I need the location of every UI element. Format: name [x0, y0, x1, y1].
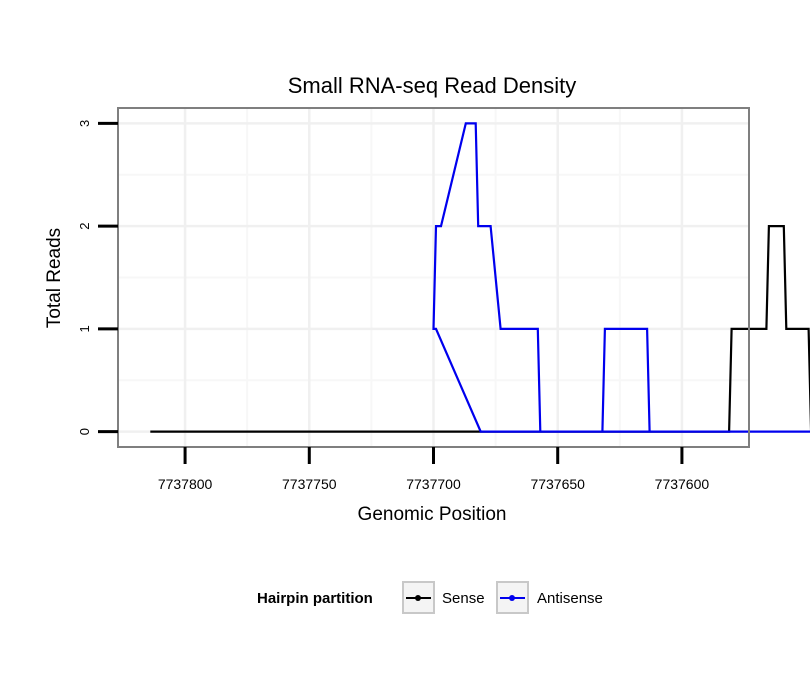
- chart-title: Small RNA-seq Read Density: [288, 73, 577, 98]
- y-tick-label: 0: [77, 428, 92, 435]
- x-tick-label: 7737650: [530, 476, 585, 492]
- y-tick-label: 1: [77, 325, 92, 332]
- legend-marker-sense: [415, 595, 421, 601]
- legend-label-sense: Sense: [442, 590, 485, 607]
- legend-label-antisense: Antisense: [537, 590, 603, 607]
- x-tick-label: 7737800: [158, 476, 213, 492]
- legend-marker-antisense: [509, 595, 515, 601]
- x-tick-label: 7737700: [406, 476, 461, 492]
- y-tick-label: 3: [77, 120, 92, 127]
- y-tick-label: 2: [77, 223, 92, 230]
- x-tick-label: 7737600: [655, 476, 710, 492]
- y-axis-label: Total Reads: [44, 228, 65, 328]
- x-axis-label: Genomic Position: [358, 504, 507, 525]
- x-tick-label: 7737750: [282, 476, 337, 492]
- legend-title: Hairpin partition: [257, 590, 373, 607]
